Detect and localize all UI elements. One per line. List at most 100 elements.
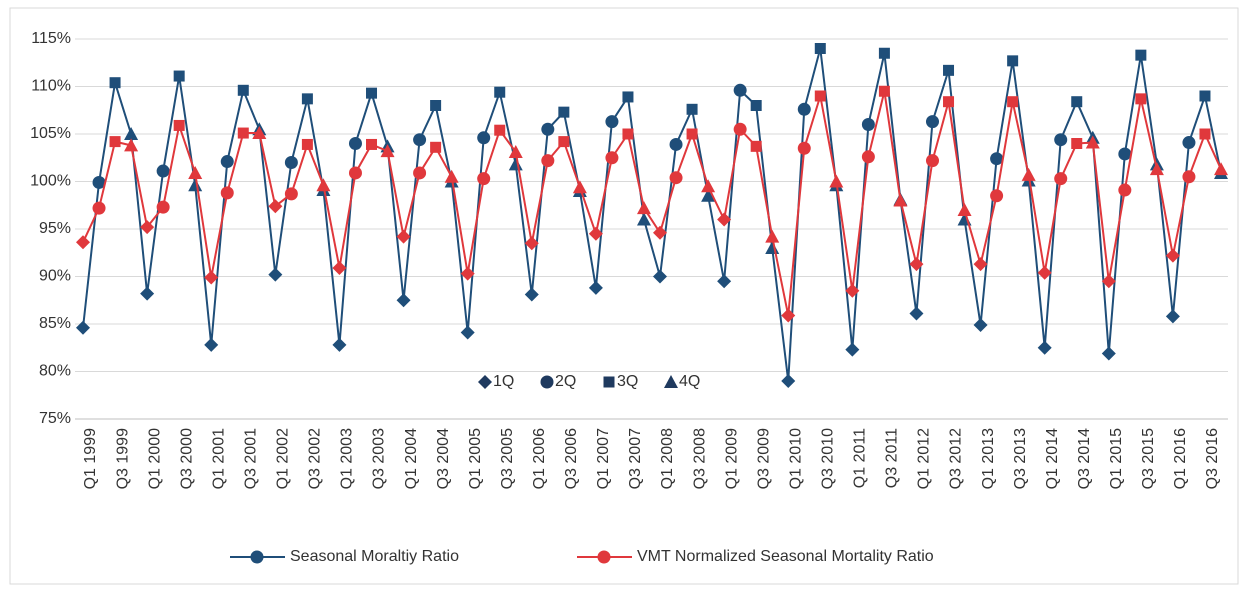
data-point <box>605 151 619 165</box>
y-tick-label: 100% <box>30 173 71 190</box>
x-tick-label: Q1 2015 <box>1108 428 1125 489</box>
data-point <box>284 187 298 201</box>
x-tick-label: Q1 2005 <box>467 428 484 489</box>
data-point <box>781 374 796 388</box>
data-point <box>268 199 283 214</box>
data-point <box>109 77 121 89</box>
data-point <box>636 212 651 226</box>
data-point <box>268 267 283 282</box>
x-tick-label: Q3 2003 <box>371 428 388 489</box>
data-point <box>957 203 972 216</box>
data-point <box>301 138 313 150</box>
data-point <box>1135 49 1147 61</box>
data-point <box>765 241 780 254</box>
data-point <box>413 166 427 180</box>
data-point <box>733 83 747 97</box>
data-point <box>909 257 924 272</box>
data-point <box>366 138 378 150</box>
data-point <box>380 144 395 158</box>
data-point <box>797 102 811 116</box>
data-point <box>1149 162 1164 176</box>
y-tick-label: 80% <box>39 363 71 380</box>
data-point <box>1101 346 1116 361</box>
data-point <box>508 145 523 159</box>
data-point <box>572 180 587 194</box>
legend-label: 1Q <box>493 373 514 390</box>
data-point <box>396 229 411 244</box>
data-point <box>444 169 459 183</box>
x-tick-label: Q3 2011 <box>884 428 901 488</box>
x-tick-label: Q1 1999 <box>82 428 99 489</box>
data-point <box>76 235 90 250</box>
x-tick-label: Q1 2001 <box>210 428 227 489</box>
data-point <box>814 90 826 102</box>
data-point <box>1054 133 1068 147</box>
data-point <box>636 201 651 215</box>
x-tick-label: Q3 2005 <box>499 428 516 489</box>
data-point <box>366 87 378 99</box>
data-point <box>524 236 539 251</box>
data-point <box>861 150 875 164</box>
legend-label: 3Q <box>617 373 638 390</box>
data-point <box>1182 136 1196 150</box>
legend-marker <box>478 375 492 389</box>
x-tick-label: Q1 2008 <box>659 428 676 489</box>
data-point <box>156 164 170 178</box>
data-point <box>541 122 555 136</box>
data-point <box>943 64 955 76</box>
y-tick-label: 85% <box>39 315 71 332</box>
data-point <box>925 115 939 129</box>
data-point <box>558 106 570 118</box>
data-point <box>156 200 170 214</box>
data-point <box>430 141 442 153</box>
x-tick-label: Q3 2008 <box>691 428 708 489</box>
legend-marker <box>250 550 264 564</box>
x-tick-label: Q3 2012 <box>948 428 965 489</box>
data-point <box>669 171 683 185</box>
x-tick-label: Q1 2011 <box>852 428 869 488</box>
x-tick-label: Q1 2006 <box>531 428 548 489</box>
data-point <box>348 137 362 150</box>
x-tick-label: Q3 1999 <box>114 428 131 489</box>
x-tick-label: Q3 2013 <box>1012 428 1029 489</box>
data-point <box>284 156 298 169</box>
data-point <box>76 320 90 335</box>
data-point <box>140 286 155 301</box>
data-point <box>204 270 219 285</box>
data-point <box>1118 183 1132 197</box>
x-tick-label: Q3 2009 <box>755 428 772 489</box>
data-point <box>348 166 362 180</box>
data-point <box>1101 274 1116 289</box>
legend-marker <box>597 550 611 564</box>
data-point <box>669 137 683 151</box>
data-point <box>1037 265 1052 280</box>
data-point <box>508 157 523 171</box>
data-point <box>541 154 555 168</box>
x-tick-label: Q3 2007 <box>627 428 644 489</box>
series <box>76 43 1228 388</box>
data-point <box>653 225 668 240</box>
data-point <box>332 337 347 352</box>
data-point <box>686 128 698 140</box>
x-tick-label: Q1 2013 <box>980 428 997 489</box>
data-point <box>92 201 106 215</box>
data-point <box>204 337 219 352</box>
data-point <box>237 127 249 139</box>
x-tick-label: Q1 2004 <box>403 428 420 489</box>
x-tick-label: Q1 2014 <box>1044 428 1061 489</box>
data-point <box>1037 340 1052 355</box>
data-point <box>845 283 860 298</box>
legend-marker <box>664 375 678 388</box>
data-point <box>140 220 155 235</box>
data-point <box>301 93 313 105</box>
data-point <box>1054 172 1068 186</box>
data-point <box>1199 128 1211 140</box>
data-point <box>829 174 844 188</box>
data-point <box>188 165 203 179</box>
data-point <box>124 127 139 140</box>
data-point <box>430 100 442 111</box>
data-point <box>173 119 185 131</box>
x-tick-label: Q1 2003 <box>339 428 356 489</box>
data-point <box>413 133 427 147</box>
data-point <box>717 274 732 289</box>
